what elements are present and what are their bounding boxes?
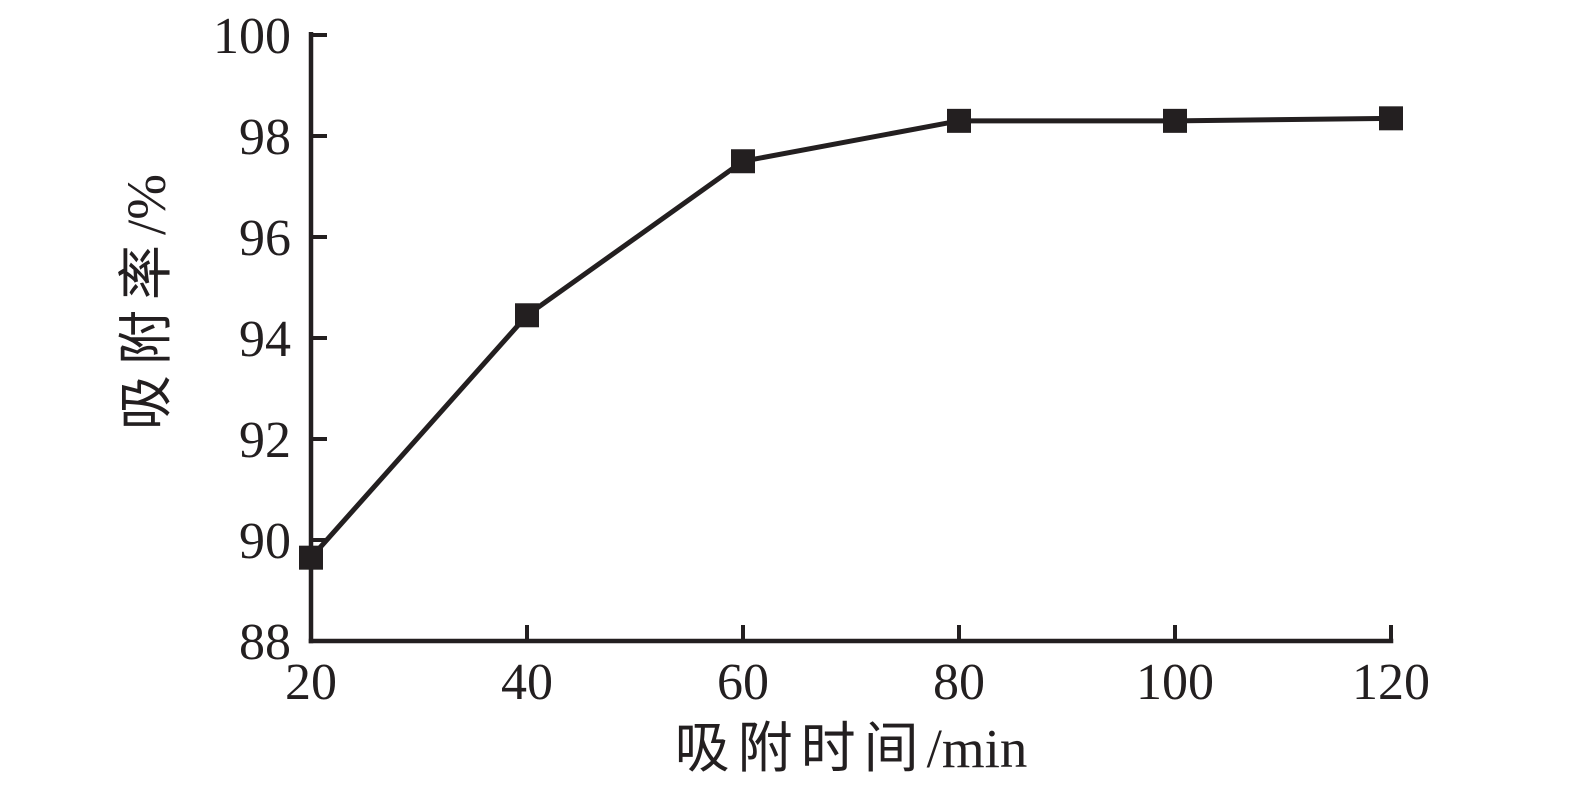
x-tick-label: 40	[501, 654, 553, 711]
series-line	[309, 115, 1392, 560]
y-axis-title: 吸附率/%	[116, 174, 177, 430]
data-point-marker	[1379, 106, 1403, 131]
data-point-marker	[731, 149, 755, 174]
data-point-marker	[299, 545, 323, 570]
tick-labels-group: 88 90 92 94 96 98 100 20 40 60 80 100 120	[213, 8, 1430, 711]
x-tick-label: 120	[1352, 654, 1430, 711]
data-point-marker	[1163, 108, 1187, 133]
data-point-marker	[947, 108, 971, 133]
x-tick-label: 20	[285, 654, 337, 711]
x-tick-label: 80	[933, 654, 985, 711]
y-tick-label: 94	[239, 311, 291, 368]
y-tick-label: 92	[239, 412, 291, 469]
y-tick-label: 98	[239, 109, 291, 166]
x-tick-label: 100	[1136, 654, 1214, 711]
x-tick-label: 60	[717, 654, 769, 711]
data-point-marker	[515, 303, 539, 328]
markers-group	[299, 106, 1403, 570]
y-tick-label: 100	[213, 8, 291, 65]
y-tick-label: 96	[239, 210, 291, 267]
y-tick-label: 88	[239, 614, 291, 671]
ticks-group	[311, 33, 1393, 641]
x-axis-title: 吸附时间/min	[675, 718, 1028, 779]
y-tick-label: 90	[239, 513, 291, 570]
